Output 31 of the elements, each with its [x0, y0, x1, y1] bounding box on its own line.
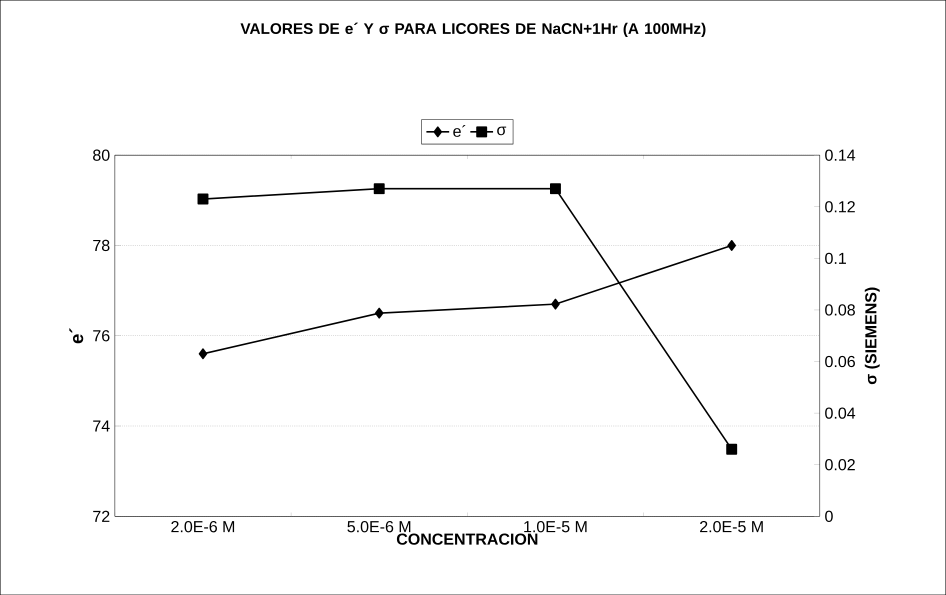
point	[551, 298, 560, 310]
point	[726, 444, 738, 455]
y2-tick-label: 0.08	[825, 304, 855, 316]
point	[374, 308, 384, 319]
x-tick-label: 5.0E-6 M	[347, 520, 410, 532]
point	[198, 193, 208, 204]
x-axis-title: CONCENTRACION	[396, 533, 538, 545]
point	[198, 348, 208, 360]
y2-tick-label: 0.04	[825, 407, 856, 419]
point	[727, 240, 736, 251]
point	[374, 183, 385, 194]
y2-axis-title: σ (SIEMENS)	[864, 287, 880, 384]
x-tick-label: 2.0E-6 M	[171, 520, 234, 532]
legend-label: e´	[453, 124, 466, 137]
y2-tick-label: 0.12	[825, 201, 855, 212]
y-tick-label: 78	[93, 240, 110, 252]
x-tick-label: 1.0E-5 M	[524, 520, 587, 532]
x-tick-label: 2.0E-5 M	[700, 520, 763, 532]
chart-title: VALORES DE e´ Y σ PARA LICORES DE NaCN+1Hr (A 100MHz)	[240, 22, 706, 37]
y2-tick-label: 0.02	[825, 458, 855, 470]
y-tick-label: 80	[93, 149, 110, 161]
y-axis-title: e´	[69, 328, 84, 344]
y-tick-label: 72	[93, 510, 110, 522]
y2-tick-label: 0.1	[825, 252, 846, 264]
y2-tick-label: 0.14	[825, 149, 856, 161]
legend-label: σ	[497, 126, 506, 136]
y-tick-label: 74	[93, 420, 110, 432]
y-tick-label: 76	[93, 330, 110, 342]
y2-tick-label: 0	[825, 510, 833, 522]
y2-tick-label: 0.06	[825, 356, 855, 368]
point	[550, 183, 561, 194]
